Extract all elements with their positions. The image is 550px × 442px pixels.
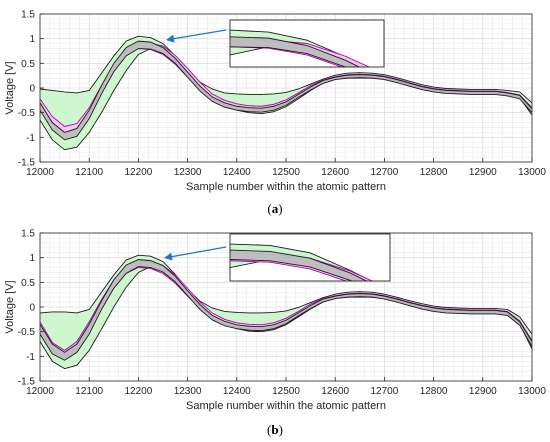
arrow-shaft	[171, 29, 227, 40]
gray-band	[40, 41, 532, 140]
y-tick-label: -0.5	[18, 327, 36, 338]
x-tick-label: 12700	[370, 167, 398, 178]
gray-band-upper-line	[40, 40, 532, 133]
plot-area-a	[40, 35, 532, 151]
y-tick-label: 0	[29, 84, 35, 95]
inset-zoom-a	[229, 19, 385, 68]
caption-b: (b)	[267, 422, 283, 437]
y-tick-label: 1	[29, 253, 35, 264]
y-tick-label: 1	[29, 34, 35, 45]
y-axis-label-a: Voltage [V]	[4, 61, 16, 114]
gray-band-lower-line	[40, 266, 532, 361]
zoom-arrow-a	[166, 29, 227, 43]
y-tick-label: -1	[26, 133, 35, 144]
x-tick-label: 12300	[174, 386, 202, 397]
y-ticks-b: 1.5 1 0.5 0 -0.5 -1 -1.5	[18, 229, 44, 388]
x-tick-label: 12700	[370, 386, 398, 397]
arrow-head	[166, 34, 175, 43]
x-tick-label: 12900	[469, 386, 497, 397]
arrow-shaft	[169, 246, 227, 258]
green-band-upper-line	[40, 254, 532, 335]
y-tick-label: 0	[29, 303, 35, 314]
x-tick-label: 13000	[518, 386, 546, 397]
x-tick-label: 12800	[420, 386, 448, 397]
x-tick-label: 12600	[321, 386, 349, 397]
y-tick-label: -1.5	[18, 377, 36, 388]
inset-frame-b	[229, 233, 391, 282]
arrow-head	[164, 252, 173, 261]
x-axis-label-a: Sample number within the atomic pattern	[186, 181, 386, 193]
y-axis-label-b: Voltage [V]	[4, 280, 16, 333]
x-tick-label: 12800	[420, 167, 448, 178]
inset-zoom-b	[229, 233, 391, 282]
y-tick-label: 0.5	[21, 278, 35, 289]
panel-a: 12000 12100 12200 12300 12400 12500 12600 12700…	[4, 10, 546, 217]
x-tick-label: 12900	[469, 167, 497, 178]
x-tick-label: 12400	[223, 167, 251, 178]
x-tick-label: 12600	[321, 167, 349, 178]
x-tick-label: 12200	[124, 167, 152, 178]
x-tick-label: 12000	[26, 167, 54, 178]
gray-band-inset	[230, 250, 367, 281]
x-tick-label: 13000	[518, 167, 546, 178]
x-tick-label: 12200	[124, 386, 152, 397]
x-ticks-a: 12000 12100 12200 12300 12400 12500 12600 12700…	[26, 158, 546, 178]
y-tick-label: 1.5	[21, 10, 35, 21]
gray-band-upper-line	[40, 259, 532, 353]
caption-a: (a)	[267, 201, 282, 216]
gray-band-lower-line	[40, 48, 532, 141]
x-tick-label: 12100	[75, 386, 103, 397]
inset-frame-a	[229, 19, 385, 68]
x-tick-label: 12000	[26, 386, 54, 397]
y-tick-label: -0.5	[18, 108, 36, 119]
gray-band	[40, 259, 532, 361]
y-tick-label: 1.5	[21, 229, 35, 240]
zoom-arrow-b	[164, 246, 227, 261]
x-axis-label-b: Sample number within the atomic pattern	[186, 400, 386, 412]
y-ticks-a: 1.5 1 0.5 0 -0.5 -1 -1.5	[18, 10, 44, 169]
y-tick-label: -1.5	[18, 158, 36, 169]
y-tick-label: 0.5	[21, 59, 35, 70]
panel-b: 12000 12100 12200 12300 12400 12500 12600 12700…	[4, 229, 546, 438]
y-tick-label: -1	[26, 352, 35, 363]
grid-b	[39, 232, 533, 382]
x-tick-label: 12100	[75, 167, 103, 178]
x-tick-label: 12400	[223, 386, 251, 397]
x-tick-label: 12500	[272, 167, 300, 178]
green-band	[40, 255, 532, 369]
x-ticks-b: 12000 12100 12200 12300 12400 12500 12600 12700…	[26, 377, 546, 397]
gray-band-inset	[230, 36, 360, 67]
green-band	[40, 36, 532, 150]
x-tick-label: 12300	[174, 167, 202, 178]
green-band-upper-line	[40, 35, 532, 104]
plot-area-b	[40, 254, 532, 370]
x-tick-label: 12500	[272, 386, 300, 397]
